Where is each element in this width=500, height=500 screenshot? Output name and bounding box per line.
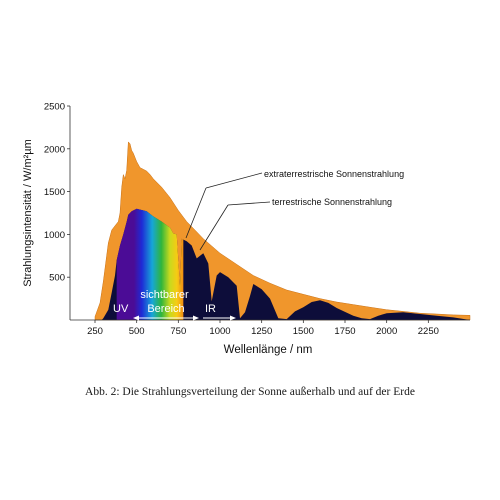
y-axis-label: Strahlungsintensität / W/m²µm <box>22 139 34 287</box>
region-label-visible-line-1: sichtbarer <box>140 289 189 301</box>
extraterrestrial-callout-line-2 <box>185 187 207 239</box>
visible-range-arrow-right-head <box>193 315 199 321</box>
region-label-visible: sichtbarer Bereich <box>140 289 191 315</box>
region-label-ir: IR <box>205 303 216 315</box>
y-tick-label: 1500 <box>44 187 65 198</box>
x-axis-label: Wellenlänge / nm <box>224 344 313 356</box>
y-tick-label: 1000 <box>44 230 65 241</box>
x-tick-label: 250 <box>87 326 103 337</box>
x-tick-label: 2250 <box>418 326 439 337</box>
x-tick-label: 1000 <box>209 326 230 337</box>
x-tick-label: 1250 <box>251 326 272 337</box>
ir-range-arrow-head <box>230 315 236 321</box>
terrestrial-callout-line <box>227 201 271 206</box>
visible-range-arrow-left-head <box>133 315 139 321</box>
region-label-uv: UV <box>113 303 129 315</box>
x-tick-label: 500 <box>129 326 145 337</box>
terrestrial-series-area <box>101 208 470 320</box>
x-tick-label: 1750 <box>334 326 355 337</box>
region-label-visible-line-2: Bereich <box>147 303 184 315</box>
figure-caption: Abb. 2: Die Strahlungsverteilung der Son… <box>85 386 415 398</box>
x-tick-label: 1500 <box>293 326 314 337</box>
terrestrial-annotation: terrestrische Sonnenstrahlung <box>272 197 392 207</box>
y-tick-label: 2000 <box>44 144 65 155</box>
y-tick-label: 2500 <box>44 102 65 113</box>
x-tick-label: 750 <box>170 326 186 337</box>
extraterrestrial-annotation: extraterrestrische Sonnenstrahlung <box>264 169 404 179</box>
extraterrestrial-callout-line <box>205 172 263 189</box>
x-tick-label: 2000 <box>376 326 397 337</box>
y-tick-label: 500 <box>49 273 65 284</box>
terrestrial-callout-line-2 <box>199 204 229 251</box>
